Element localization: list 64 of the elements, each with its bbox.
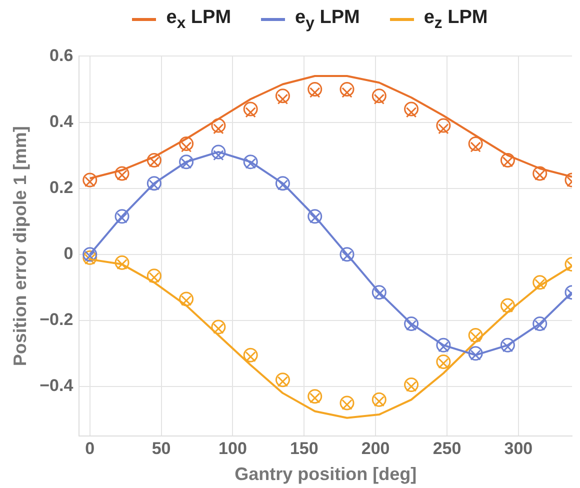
point bbox=[404, 316, 419, 331]
point bbox=[179, 136, 194, 151]
point bbox=[308, 389, 322, 404]
point bbox=[436, 354, 451, 369]
point bbox=[148, 156, 160, 168]
point bbox=[532, 275, 548, 290]
point bbox=[532, 166, 548, 181]
point bbox=[340, 396, 354, 410]
point bbox=[468, 328, 483, 343]
point bbox=[372, 392, 386, 407]
point bbox=[372, 285, 386, 300]
legend-label: e$_{y}$ LPM bbox=[295, 7, 360, 33]
point bbox=[243, 102, 258, 116]
point bbox=[114, 255, 130, 270]
point bbox=[468, 346, 483, 361]
point bbox=[436, 338, 451, 352]
point bbox=[146, 152, 162, 168]
point bbox=[468, 136, 483, 151]
point bbox=[211, 144, 226, 160]
point bbox=[308, 209, 322, 224]
x-tick-label: 0 bbox=[85, 438, 95, 458]
point bbox=[146, 176, 162, 191]
point bbox=[500, 338, 515, 352]
y-tick-label: −0.2 bbox=[40, 310, 74, 330]
point bbox=[211, 118, 226, 133]
y-tick-label: 0.2 bbox=[50, 178, 74, 197]
point bbox=[275, 88, 290, 104]
x-axis-title: Gantry position [deg] bbox=[234, 464, 417, 484]
y-tick-label: 0.4 bbox=[50, 112, 74, 131]
point bbox=[340, 82, 354, 96]
point bbox=[146, 268, 162, 284]
point bbox=[114, 209, 130, 224]
point bbox=[82, 172, 98, 188]
point bbox=[436, 118, 451, 133]
legend-label: e$_{x}$ LPM bbox=[166, 7, 232, 33]
point bbox=[372, 88, 386, 104]
legend-label: e$_{z}$ LPM bbox=[424, 7, 488, 33]
x-tick-label: 200 bbox=[361, 438, 390, 458]
point bbox=[179, 154, 194, 170]
x-tick-label: 50 bbox=[152, 438, 171, 458]
point bbox=[243, 154, 258, 170]
point bbox=[275, 176, 290, 191]
point bbox=[500, 298, 515, 313]
point bbox=[404, 102, 419, 116]
y-tick-label: 0 bbox=[64, 244, 74, 264]
y-axis-title: Position error dipole 1 [mm] bbox=[10, 126, 30, 366]
point bbox=[211, 320, 226, 334]
point bbox=[404, 378, 419, 392]
point bbox=[500, 152, 515, 168]
point bbox=[82, 250, 98, 265]
y-tick-label: 0.6 bbox=[50, 46, 74, 65]
point bbox=[532, 316, 548, 331]
point bbox=[243, 348, 258, 362]
x-tick-label: 250 bbox=[432, 438, 462, 458]
point bbox=[275, 372, 290, 388]
x-tick-label: 150 bbox=[290, 438, 318, 458]
point bbox=[340, 247, 354, 262]
x-tick-label: 100 bbox=[218, 438, 247, 458]
point bbox=[114, 166, 130, 181]
x-tick-label: 300 bbox=[504, 438, 533, 458]
point bbox=[179, 292, 194, 306]
y-tick-label: −0.4 bbox=[40, 376, 74, 396]
point bbox=[308, 82, 322, 96]
point bbox=[82, 247, 98, 262]
